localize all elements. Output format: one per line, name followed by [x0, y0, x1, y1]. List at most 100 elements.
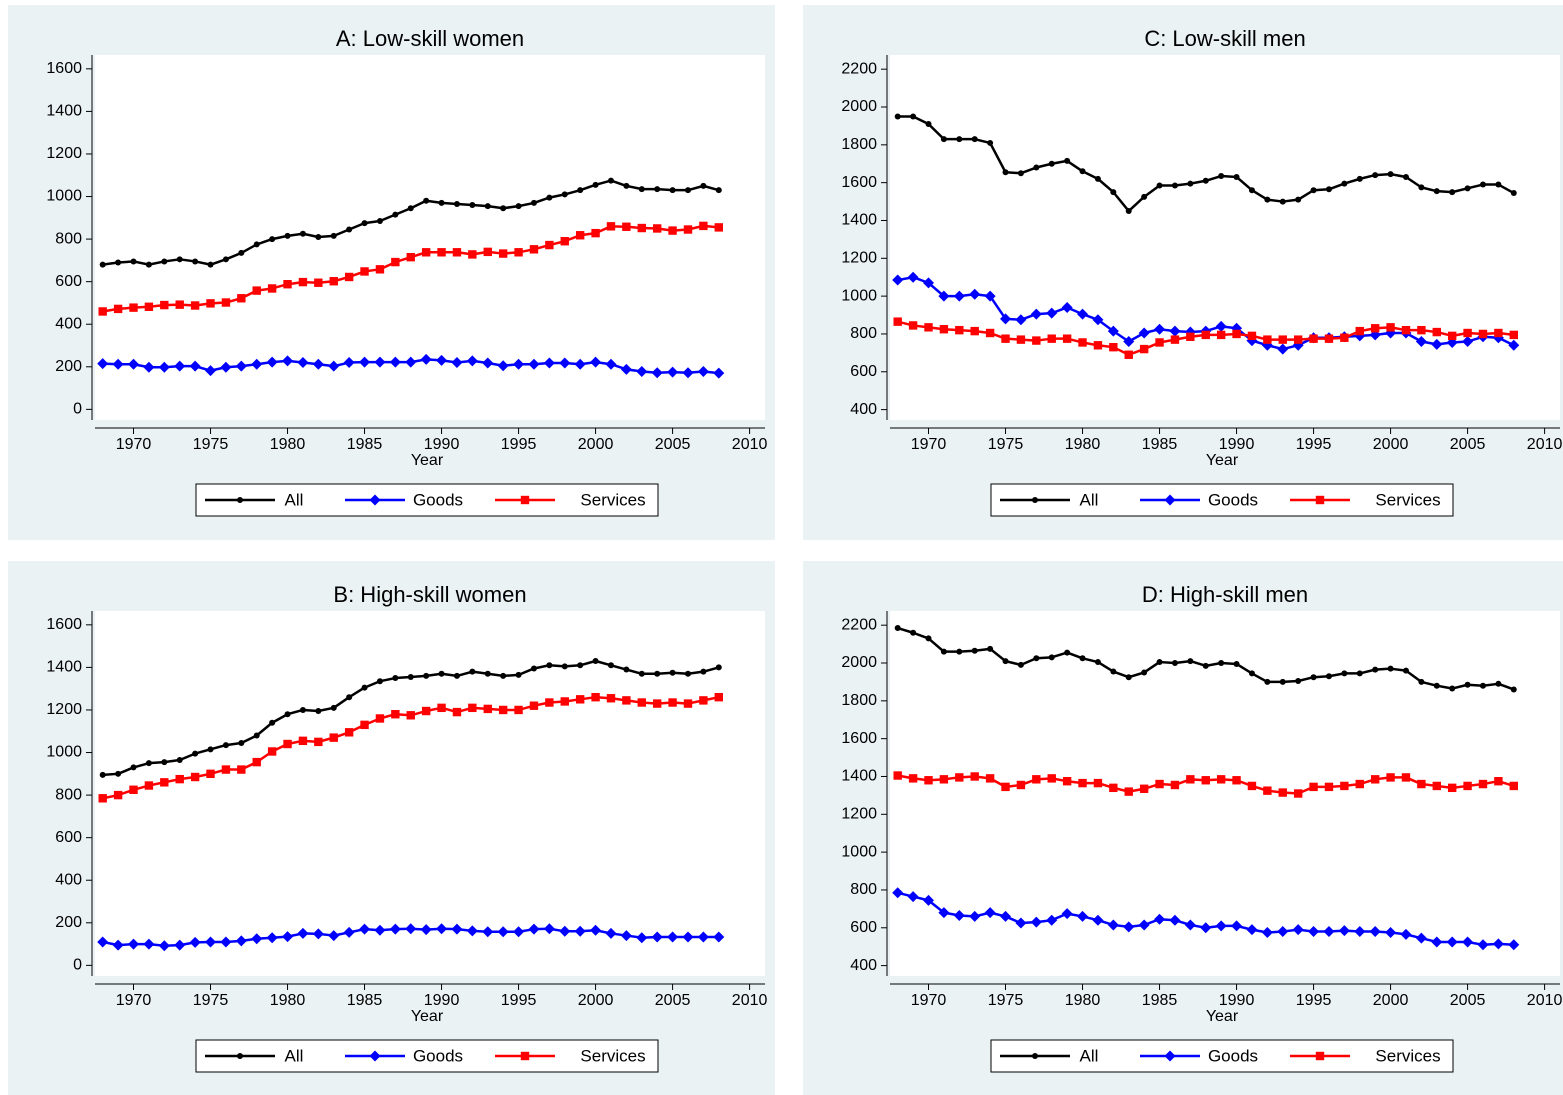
- marker: [192, 258, 199, 265]
- marker: [421, 248, 431, 257]
- marker: [143, 938, 155, 950]
- marker: [1123, 336, 1135, 348]
- marker: [907, 271, 919, 283]
- marker: [1079, 655, 1086, 662]
- marker: [1139, 344, 1149, 354]
- marker: [1201, 776, 1210, 785]
- y-tick-label: 1200: [46, 701, 82, 718]
- marker: [1094, 175, 1101, 182]
- marker: [1431, 338, 1443, 350]
- x-tick-label: 1975: [193, 436, 229, 453]
- y-tick-label: 2000: [841, 654, 877, 671]
- marker: [1187, 658, 1194, 665]
- marker: [484, 203, 491, 210]
- marker: [207, 746, 214, 753]
- marker: [143, 361, 155, 373]
- marker: [360, 267, 369, 276]
- x-tick-label: 2010: [732, 436, 768, 453]
- marker: [969, 910, 981, 922]
- marker: [1324, 782, 1334, 792]
- marker: [1418, 678, 1425, 685]
- marker: [282, 931, 294, 943]
- marker: [1295, 677, 1302, 684]
- marker: [1494, 777, 1503, 786]
- marker: [453, 672, 460, 679]
- marker: [1463, 328, 1472, 338]
- marker: [590, 356, 602, 368]
- y-tick-label: 600: [55, 829, 82, 846]
- x-tick-label: 1995: [501, 436, 537, 453]
- marker: [1432, 781, 1441, 791]
- marker: [299, 706, 306, 713]
- marker: [1001, 334, 1010, 343]
- marker: [283, 280, 292, 289]
- marker: [577, 187, 584, 194]
- marker: [359, 356, 371, 368]
- marker: [497, 360, 509, 372]
- marker: [515, 671, 522, 678]
- marker: [910, 113, 917, 120]
- marker: [1202, 662, 1209, 669]
- marker: [715, 664, 722, 671]
- marker: [160, 300, 169, 310]
- y-tick-label: 1000: [841, 843, 877, 860]
- marker: [925, 121, 932, 128]
- marker: [1064, 157, 1071, 164]
- marker: [1386, 323, 1395, 332]
- marker: [654, 186, 661, 193]
- marker: [374, 924, 386, 936]
- marker: [1415, 336, 1427, 348]
- marker: [514, 248, 523, 257]
- marker: [1110, 668, 1117, 675]
- marker: [1340, 781, 1349, 791]
- y-tick-label: 1200: [841, 250, 877, 267]
- marker: [315, 708, 322, 715]
- marker: [161, 759, 168, 766]
- marker: [559, 925, 571, 937]
- y-tick-label: 800: [850, 881, 877, 898]
- legend-box: [990, 483, 1454, 517]
- marker: [1386, 773, 1395, 782]
- marker: [98, 794, 107, 803]
- x-tick-label: 1990: [424, 992, 460, 1009]
- marker: [939, 775, 949, 784]
- marker: [1356, 175, 1363, 182]
- marker: [697, 931, 709, 943]
- marker: [361, 684, 368, 691]
- marker: [1215, 920, 1227, 932]
- y-tick-label: 1000: [46, 188, 82, 205]
- marker: [1202, 177, 1209, 184]
- marker: [1094, 659, 1101, 666]
- marker: [420, 353, 432, 365]
- marker: [530, 199, 537, 206]
- marker: [192, 750, 199, 757]
- y-tick-label: 800: [55, 786, 82, 803]
- x-tick-label: 1970: [116, 992, 152, 1009]
- marker: [483, 247, 492, 257]
- marker: [1315, 495, 1325, 505]
- chart-title: D: High-skill men: [1142, 582, 1308, 607]
- marker: [220, 361, 232, 373]
- marker: [1077, 910, 1089, 922]
- marker: [389, 923, 401, 935]
- marker: [574, 358, 586, 370]
- marker: [158, 940, 170, 952]
- marker: [406, 711, 415, 720]
- marker: [667, 366, 679, 378]
- marker: [1464, 185, 1471, 192]
- marker: [1062, 334, 1072, 343]
- marker: [189, 360, 201, 372]
- marker: [1184, 919, 1196, 931]
- marker: [683, 699, 693, 708]
- marker: [314, 737, 323, 747]
- marker: [590, 924, 602, 936]
- marker: [987, 139, 994, 146]
- legend-label: Goods: [1208, 1046, 1258, 1065]
- marker: [1372, 666, 1379, 673]
- marker: [176, 256, 183, 263]
- marker: [466, 925, 478, 937]
- marker: [1263, 786, 1272, 795]
- marker: [283, 739, 292, 749]
- x-axis-title: Year: [1206, 1008, 1239, 1025]
- marker: [1415, 932, 1427, 944]
